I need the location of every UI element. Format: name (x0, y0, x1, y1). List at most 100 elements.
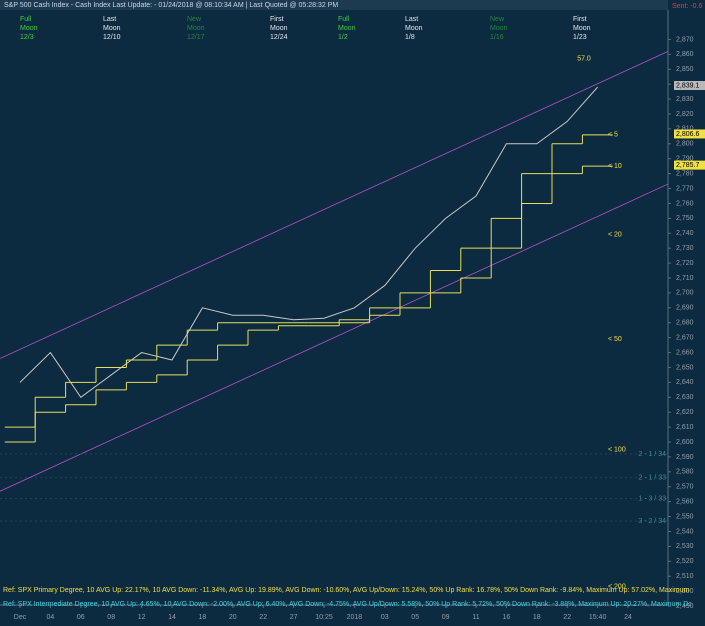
ma-label: < 5 (608, 132, 618, 139)
y-tick-label: 2,590 (676, 454, 694, 461)
footer-intermediate: Ref: SPX Intermediate Degree, 10 AVG Up:… (3, 601, 692, 608)
count-label: 2 - 1 / 34 (638, 451, 666, 458)
x-tick-label: Dec (14, 614, 27, 621)
moon-date: 12/24 (270, 34, 288, 41)
y-tick-label: 2,610 (676, 424, 694, 431)
moon-phase: New (490, 16, 505, 23)
y-tick-label: 2,570 (676, 484, 694, 491)
header-title: S&P 500 Cash Index - Cash Index Last Upd… (4, 2, 338, 9)
moon-date: 12/10 (103, 34, 121, 41)
moon-word: Moon (187, 25, 205, 32)
x-tick-label: 11 (472, 614, 479, 621)
y-tick-label: 2,490 (676, 603, 694, 610)
moon-word: Moon (338, 25, 356, 32)
ma-label: < 100 (608, 446, 626, 453)
y-tick-label: 2,720 (676, 260, 694, 267)
price-box (674, 160, 705, 170)
y-tick-label: 2,690 (676, 305, 694, 312)
y-tick-label: 2,660 (676, 349, 694, 356)
moon-date: 1/16 (490, 34, 504, 41)
price-label: 2,839.1 (676, 82, 699, 89)
y-tick-label: 2,510 (676, 573, 694, 580)
y-tick-label: 2,860 (676, 51, 694, 58)
ma-label: < 50 (608, 336, 622, 343)
y-tick-label: 2,670 (676, 334, 694, 341)
ma-label: < 20 (608, 232, 622, 239)
y-tick-label: 2,810 (676, 126, 694, 133)
price-label: 2,785.7 (676, 162, 699, 169)
x-tick-label: 12 (138, 614, 146, 621)
x-tick-label: 03 (381, 614, 389, 621)
y-tick-label: 2,740 (676, 230, 694, 237)
moon-date: 1/8 (405, 34, 415, 41)
y-tick-label: 2,870 (676, 36, 694, 43)
y-tick-label: 2,520 (676, 558, 694, 565)
y-tick-label: 2,760 (676, 200, 694, 207)
x-tick-label: 18 (533, 614, 541, 621)
ma-label: < 10 (608, 163, 622, 170)
y-tick-label: 2,780 (676, 170, 694, 177)
x-tick-label: 22 (259, 614, 267, 621)
moon-word: Moon (405, 25, 423, 32)
y-tick-label: 2,640 (676, 379, 694, 386)
y-tick-label: 2,630 (676, 394, 694, 401)
y-tick-label: 2,710 (676, 275, 694, 282)
x-tick-label: 04 (47, 614, 55, 621)
moon-date: 1/2 (338, 34, 348, 41)
y-tick-label: 2,620 (676, 409, 694, 416)
y-tick-label: 2,730 (676, 245, 694, 252)
moon-date: 12/17 (187, 34, 205, 41)
moon-word: Moon (490, 25, 508, 32)
x-tick-label: 22 (563, 614, 571, 621)
y-tick-label: 2,530 (676, 543, 694, 550)
x-tick-label: 06 (77, 614, 85, 621)
y-tick-label: 2,750 (676, 215, 694, 222)
x-tick-label: 05 (411, 614, 419, 621)
y-tick-label: 2,540 (676, 528, 694, 535)
count-label: 3 - 2 / 34 (638, 518, 666, 525)
moon-phase: First (270, 16, 284, 23)
sentiment: Sent: -0.6 (672, 3, 702, 10)
moon-word: Moon (20, 25, 38, 32)
moon-phase: Last (103, 16, 116, 23)
price-label: 2,806.6 (676, 131, 699, 138)
moon-phase: New (187, 16, 202, 23)
x-tick-label: 24 (624, 614, 632, 621)
peak-label: 57.0 (577, 56, 591, 63)
y-tick-label: 2,560 (676, 499, 694, 506)
channel-line (0, 50, 669, 359)
x-tick-label: 18 (199, 614, 207, 621)
y-tick-label: 2,500 (676, 588, 694, 595)
header-bar (0, 0, 668, 10)
price-line (19, 86, 598, 398)
moon-phase: Full (338, 16, 350, 23)
y-tick-label: 2,580 (676, 469, 694, 476)
y-tick-label: 2,650 (676, 364, 694, 371)
y-tick-label: 2,770 (676, 185, 694, 192)
x-tick-label: 08 (107, 614, 115, 621)
x-tick-label: 27 (290, 614, 298, 621)
moon-phase: Full (20, 16, 32, 23)
x-tick-label: 10:25 (315, 614, 333, 621)
count-label: 1 - 3 / 33 (638, 496, 666, 503)
ma-label: < 200 (608, 583, 626, 590)
y-tick-label: 2,820 (676, 111, 694, 118)
x-tick-label: 09 (442, 614, 450, 621)
x-tick-label: 15:40 (589, 614, 607, 621)
y-tick-label: 2,850 (676, 66, 694, 73)
price-box (674, 80, 705, 90)
moon-word: Moon (103, 25, 121, 32)
x-tick-label: 20 (229, 614, 237, 621)
moon-date: 12/3 (20, 34, 34, 41)
y-tick-label: 2,680 (676, 320, 694, 327)
moon-phase: Last (405, 16, 418, 23)
channel-line (0, 183, 669, 492)
moon-phase: First (573, 16, 587, 23)
price-box (674, 129, 705, 139)
y-tick-label: 2,800 (676, 141, 694, 148)
x-tick-label: 2018 (347, 614, 363, 621)
footer-primary: Ref: SPX Primary Degree, 10 AVG Up: 22.1… (3, 587, 689, 594)
count-label: 2 - 1 / 33 (638, 475, 666, 482)
